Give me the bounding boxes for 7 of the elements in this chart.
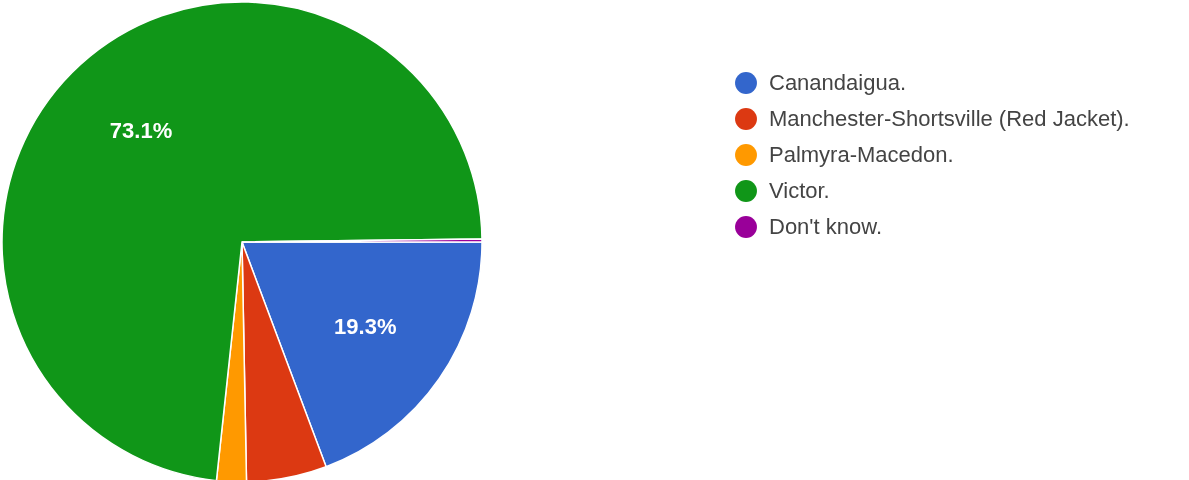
legend-label: Victor. bbox=[769, 178, 830, 203]
data-label: 73.1% bbox=[109, 118, 173, 144]
data-label: 19.3% bbox=[334, 314, 397, 340]
legend-label: Canandaigua. bbox=[769, 70, 907, 95]
legend-label: Manchester-Shortsville (Red Jacket). bbox=[769, 106, 1130, 131]
legend-label: Don't know. bbox=[769, 214, 883, 239]
legend-label: Palmyra-Macedon. bbox=[769, 142, 954, 167]
